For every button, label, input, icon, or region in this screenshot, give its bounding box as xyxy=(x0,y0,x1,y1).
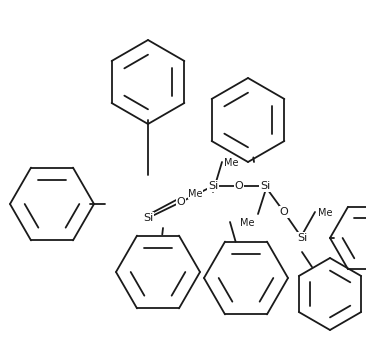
Text: Si: Si xyxy=(143,213,153,223)
Text: Me: Me xyxy=(224,158,239,168)
Text: Si: Si xyxy=(297,233,307,243)
Text: Me: Me xyxy=(240,218,255,228)
Text: Si: Si xyxy=(260,181,270,191)
Text: Me: Me xyxy=(318,208,332,218)
Text: O: O xyxy=(177,197,185,207)
Text: O: O xyxy=(280,207,288,217)
Text: Si: Si xyxy=(208,181,218,191)
Text: O: O xyxy=(235,181,243,191)
Text: Me: Me xyxy=(188,189,202,199)
